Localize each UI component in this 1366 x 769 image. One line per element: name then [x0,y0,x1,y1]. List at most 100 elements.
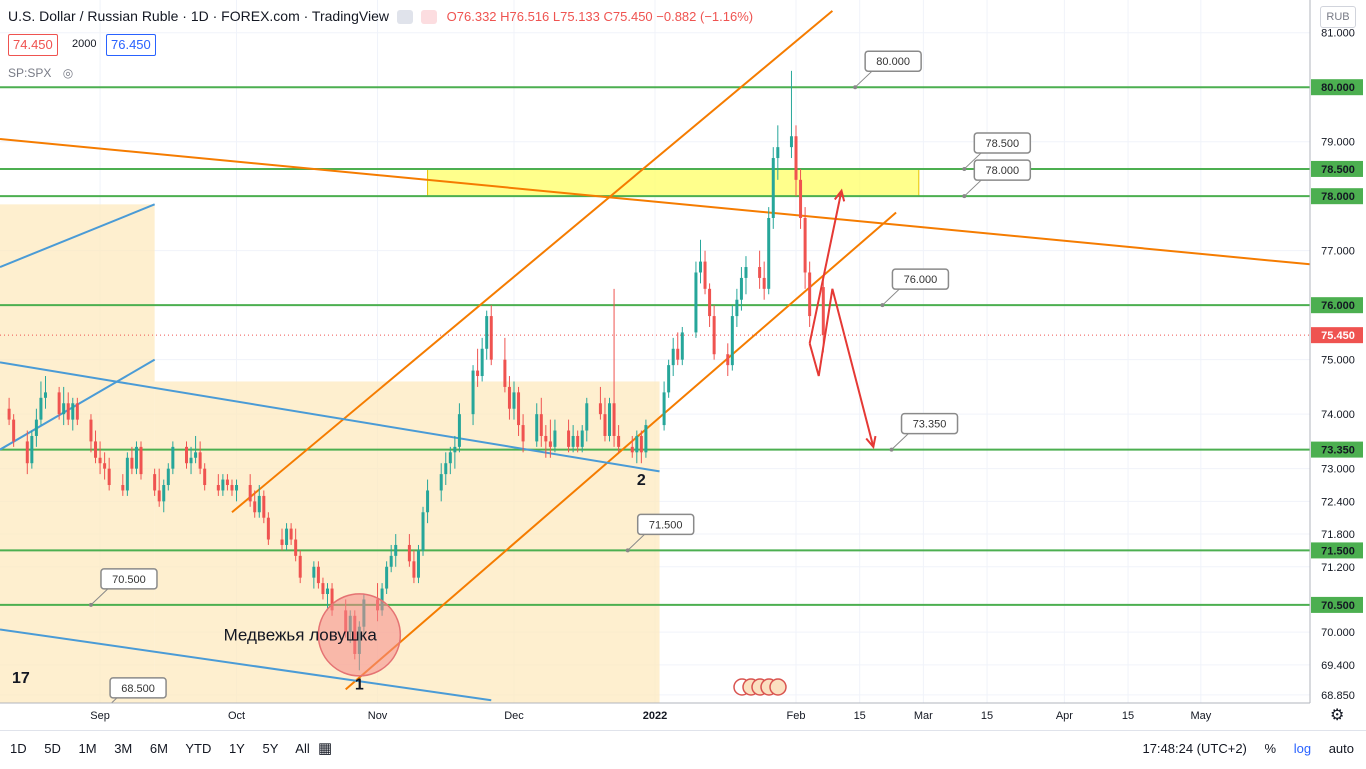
clock-readout[interactable]: 17:48:24 (UTC+2) [1142,741,1247,756]
candle [758,250,762,289]
candle-body [62,403,66,415]
candle-body [12,419,16,442]
x-tick-label: Sep [90,710,110,722]
candle [703,250,707,295]
range-5y[interactable]: 5Y [262,741,279,756]
candle-body [57,392,61,415]
level-price-tag [1311,160,1363,177]
candle [166,463,170,491]
indicator-name[interactable]: SP:SPX [8,66,52,80]
candle [580,425,584,453]
percent-toggle[interactable]: % [1264,741,1277,756]
candle-body [394,544,398,556]
callout-label: 80.000 [876,56,910,68]
callout-label: 78.500 [985,138,1019,150]
candle-body [121,485,125,491]
callout-label: 76.000 [904,274,938,286]
candle-body [726,354,730,366]
candle [444,452,448,486]
bid-price-button[interactable]: 74.450 [8,34,58,56]
candle [266,512,270,545]
ask-price-button[interactable]: 76.450 [106,34,156,56]
candle [312,561,316,589]
candle [603,397,607,442]
log-toggle[interactable]: log [1293,741,1312,756]
candle-body [603,414,607,436]
candle [635,430,639,464]
callout-anchor [962,166,967,171]
range-1m[interactable]: 1M [78,741,97,756]
layout-icon[interactable] [396,10,413,25]
eye-off-icon[interactable]: ◎ [62,66,74,80]
candle [426,479,430,524]
candle-body [448,452,452,464]
level-price-label: 80.000 [1321,82,1355,94]
candle [521,414,525,453]
callout-label: 68.500 [121,683,155,695]
trend-line-blue-channel-upper [0,361,660,473]
gear-icon[interactable]: ⚙ [1330,707,1345,724]
range-5d[interactable]: 5D [44,741,61,756]
candle-body [94,441,98,458]
callout-label: 70.500 [112,574,146,586]
candle [407,534,411,567]
candle-body [512,392,516,409]
candle [321,577,325,600]
calendar-icon[interactable]: ▦ [318,740,333,757]
candle [485,310,489,360]
candle-body [426,490,430,513]
last-price-label: 75.450 [1321,330,1355,342]
candle-body [7,408,11,420]
indicator-legend: SP:SPX ◎ [8,66,73,80]
market-status-icon[interactable] [420,10,437,25]
y-tick-label: 71.200 [1321,562,1355,574]
candle [189,446,193,475]
candle-body [576,435,580,447]
range-1y[interactable]: 1Y [228,741,245,756]
currency-button[interactable]: RUB [1320,6,1356,28]
range-3m[interactable]: 3M [114,741,133,756]
candle-body [630,446,634,453]
candle-body [671,348,675,366]
candle [225,474,229,491]
candle [598,386,602,420]
y-tick-label: 77.000 [1321,246,1355,258]
candle [535,403,539,447]
range-ytd[interactable]: YTD [185,741,212,756]
price-chart[interactable]: 80.000 78.500 78.000 76.000 73.350 71.500 70.5… [0,0,1366,730]
candle-body [808,272,812,317]
zone-yellow-resistance [427,168,920,197]
range-1d[interactable]: 1D [10,741,27,756]
candle-body [125,457,129,491]
candle [712,305,716,360]
candle-body [635,435,639,453]
candle-body [312,566,316,578]
candle [7,397,11,426]
candle-body [789,136,793,148]
candle [585,397,589,442]
y-tick-label: 79.000 [1321,137,1355,149]
level-price-label: 76.000 [1321,300,1355,312]
candle-body [739,277,743,300]
candle [134,441,138,475]
candle [25,430,29,475]
candle-body [421,512,425,551]
candle-body [25,441,29,464]
zone-beige-mid [154,381,660,703]
candle [257,485,261,518]
candle [671,337,675,377]
candle [416,544,420,584]
candle-body [98,457,102,464]
trend-line-orange-channel-lower [345,211,897,691]
ohlc-values: O76.332 H76.516 L75.133 C75.450 −0.882 (… [446,9,754,24]
candle-body [803,217,807,273]
auto-toggle[interactable]: auto [1328,741,1354,756]
level-price-tag [1311,542,1363,559]
range-all[interactable]: All [295,741,310,756]
candle-body [107,468,111,486]
symbol-title[interactable]: U.S. Dollar / Russian Ruble · 1D · FOREX… [8,8,389,24]
candle-body [407,544,411,562]
candle [203,463,207,491]
candle-body [266,517,270,540]
range-6m[interactable]: 6M [149,741,168,756]
